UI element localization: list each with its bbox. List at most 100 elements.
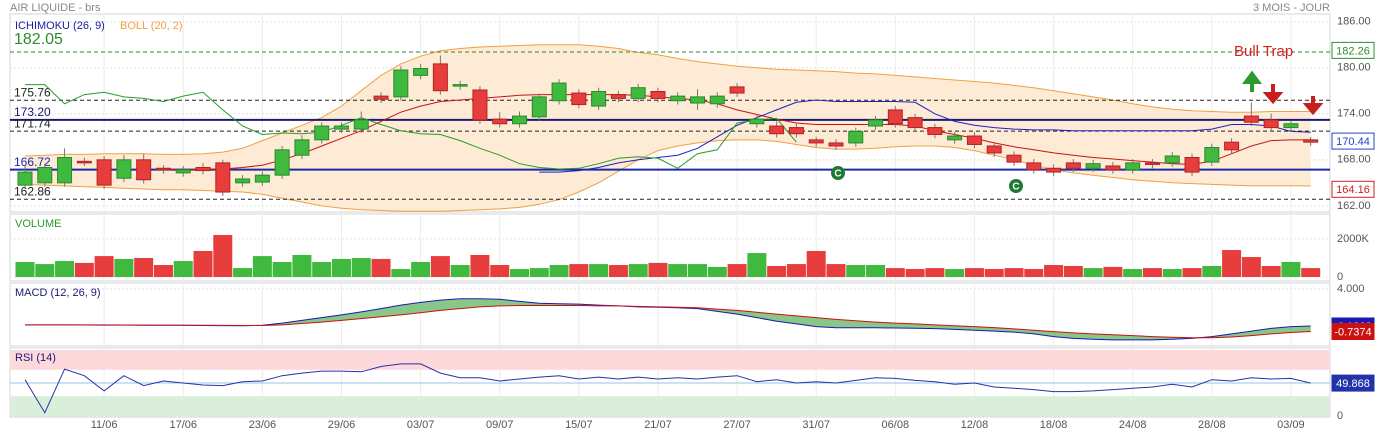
candle-body (512, 115, 527, 125)
y-tick-label: 168.00 (1337, 154, 1371, 166)
volume-bar (213, 235, 233, 277)
x-tick-label: 29/06 (328, 419, 356, 431)
volume-bar (94, 256, 114, 277)
volume-bar (866, 265, 886, 277)
volume-bar (628, 264, 648, 277)
candle-body (1164, 155, 1180, 164)
x-tick-label: 12/08 (961, 419, 989, 431)
candle-body (531, 96, 547, 118)
candle-body (1065, 162, 1081, 169)
candle-body (1243, 115, 1259, 123)
value-tag-label: 49.868 (1336, 378, 1370, 390)
candle-body (136, 159, 152, 181)
volume-bar (1261, 265, 1281, 277)
volume-bar (351, 257, 371, 277)
volume-bar (1301, 268, 1321, 277)
volume-bar (1063, 265, 1083, 277)
volume-bar (767, 265, 787, 277)
y-tick-label: 0 (1337, 271, 1343, 283)
y-tick-label: 2000K (1337, 233, 1369, 245)
y-tick-label: 4.000 (1337, 283, 1365, 295)
x-tick-label: 31/07 (802, 419, 830, 431)
candle-body (1224, 141, 1240, 151)
volume-bar (490, 265, 510, 277)
x-tick-label: 09/07 (486, 419, 514, 431)
candle-body (868, 119, 884, 127)
candle-body (749, 118, 765, 125)
candle-body (1263, 119, 1279, 129)
candle-body (215, 162, 231, 193)
volume-bar (984, 269, 1004, 277)
candle-body (314, 125, 330, 141)
ichimoku-line (25, 84, 797, 170)
volume-bar (173, 261, 193, 277)
candle-body (274, 149, 290, 176)
candle-body (452, 84, 468, 87)
volume-bar (193, 250, 213, 277)
candle-body (472, 89, 488, 121)
volume-bar (1281, 261, 1301, 277)
volume-bar (233, 268, 253, 277)
price-panel: 11/06 17/06 23/06 29/06 03/07 09/07 15/07 21/07… (9, 13, 1375, 431)
candle-body (393, 69, 409, 98)
value-tag-label: -0.7374 (1334, 326, 1371, 338)
candle-body (235, 178, 251, 184)
annotation: Bull Trap (1234, 43, 1293, 60)
y-tick-label: 186.00 (1337, 16, 1371, 28)
volume-bar (470, 254, 490, 277)
candle-body (828, 142, 844, 147)
volume-bar (648, 262, 668, 277)
signal-label: C (1012, 182, 1019, 193)
volume-bar (430, 256, 450, 277)
candle-body (1184, 157, 1200, 173)
x-tick-label: 18/08 (1040, 419, 1068, 431)
panel-title: VOLUME (15, 218, 61, 230)
candle-body (1026, 162, 1042, 171)
volume-bar (885, 268, 905, 277)
candle-body (37, 166, 53, 184)
volume-bar (806, 250, 826, 277)
x-tick-label: 11/06 (91, 419, 118, 431)
candle-body (57, 157, 73, 184)
candle-body (650, 91, 666, 99)
panel-frame (9, 13, 1331, 213)
indicator-line (25, 298, 1311, 341)
x-tick-label: 21/07 (644, 419, 672, 431)
bollinger-upper (24, 44, 1311, 157)
candle-body (76, 160, 92, 164)
volume-bar (292, 254, 312, 277)
volume-bar (707, 266, 727, 277)
zone (11, 350, 1329, 370)
level-label: 166.72 (14, 155, 51, 169)
volume-bar (74, 262, 94, 277)
annotations: Bull Trap C C (831, 43, 1324, 193)
volume-bar (1083, 268, 1103, 277)
volume-bar (55, 261, 75, 277)
zone (11, 396, 1329, 416)
value-tag-label: 182.26 (1336, 45, 1370, 57)
volume-bar (1044, 265, 1064, 277)
candle-body (1204, 147, 1220, 163)
candle-body (848, 130, 864, 144)
candle-body (966, 135, 982, 145)
x-tick-label: 24/08 (1119, 419, 1147, 431)
x-tick-label: 15/07 (565, 419, 593, 431)
candle-body (175, 169, 191, 174)
volume-bar (608, 265, 628, 277)
volume-bar (1202, 265, 1222, 277)
legend-entry: BOLL (20, 2) (120, 20, 183, 32)
volume-bar (35, 264, 55, 277)
histogram-area (25, 298, 1311, 340)
candle-body (887, 109, 903, 125)
volume-bar (549, 265, 569, 277)
volume-bar (411, 261, 431, 277)
candle-body (432, 63, 448, 92)
period-selector[interactable]: 3 MOIS - JOUR (1253, 2, 1330, 14)
value-tag (1331, 132, 1375, 150)
volume-bar (964, 268, 984, 277)
candle-body (1144, 162, 1160, 165)
volume-bar (846, 265, 866, 277)
level-label: 175.76 (14, 85, 51, 99)
panel-title: MACD (12, 26, 9) (15, 287, 101, 299)
